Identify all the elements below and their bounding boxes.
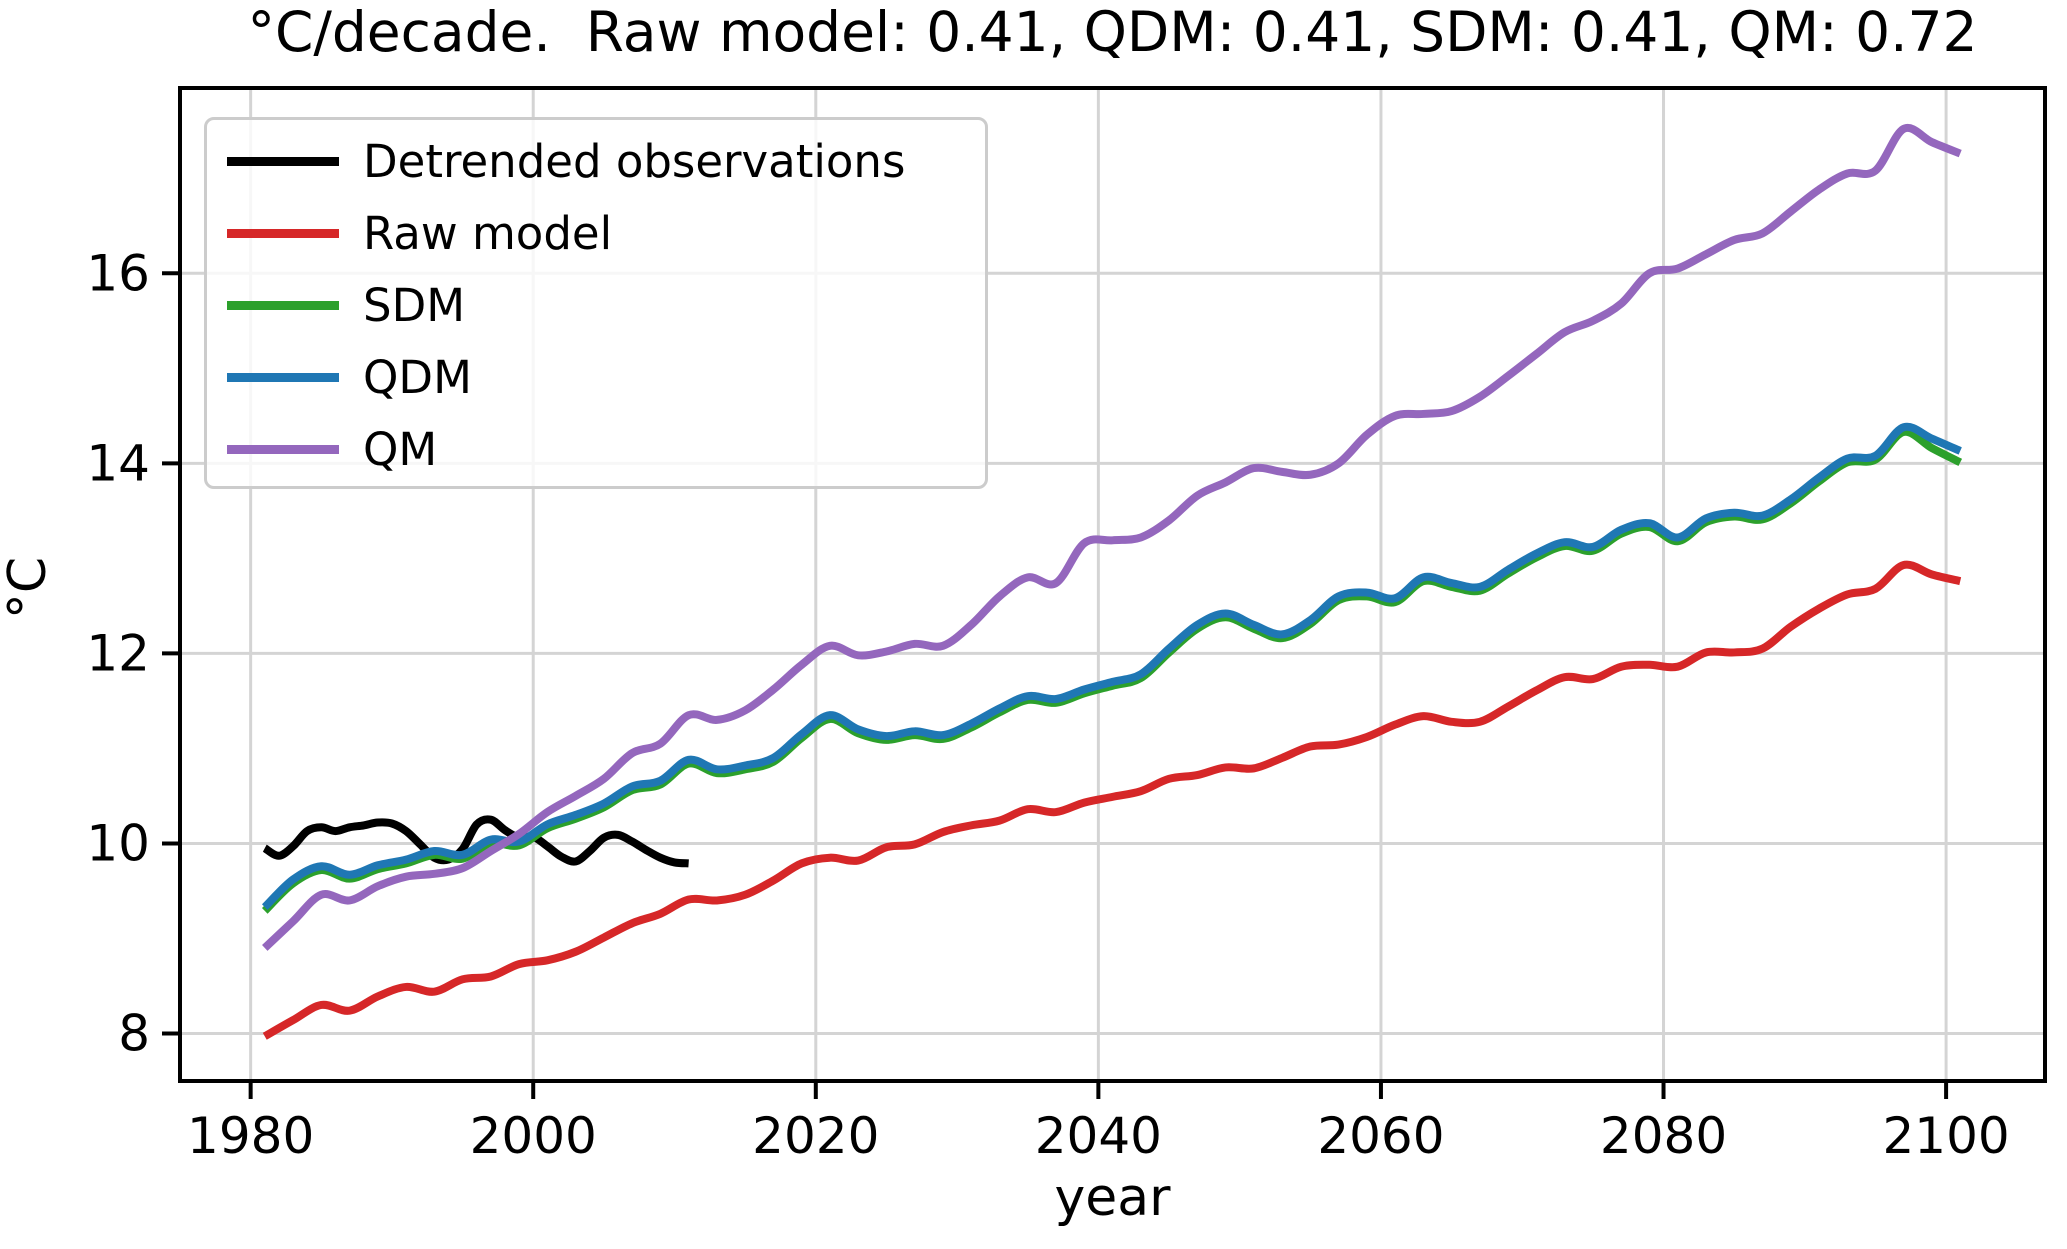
y-axis-label: °C [0, 556, 58, 620]
series-line-detrended-observations [262, 815, 689, 868]
legend-item-sdm: SDM [207, 269, 985, 341]
legend-label: SDM [363, 278, 466, 332]
chart-title: °C/decade. Raw model: 0.41, QDM: 0.41, S… [247, 0, 1978, 64]
y-tick-label: 10 [86, 814, 150, 872]
legend-label: Raw model [363, 206, 613, 260]
legend-line-swatch [227, 444, 339, 454]
legend-line-swatch [227, 156, 339, 166]
legend-label: Detrended observations [363, 134, 906, 188]
legend-item-qm: QM [207, 413, 985, 485]
axes-frame [178, 86, 2047, 1083]
legend-line-swatch [227, 372, 339, 382]
legend-line-swatch [227, 300, 339, 310]
x-tick-label: 2080 [1600, 1107, 1727, 1165]
legend-label: QDM [363, 350, 472, 404]
series-line-qm [262, 123, 1962, 951]
legend-item-raw-model: Raw model [207, 197, 985, 269]
x-tick-label: 2000 [470, 1107, 597, 1165]
series-line-qdm [261, 422, 1962, 910]
x-tick-label: 2100 [1882, 1107, 2009, 1165]
legend: Detrended observations Raw model SDM QDM QM [204, 117, 988, 489]
series-line-raw-model [262, 560, 1962, 1040]
x-tick-label: 1980 [187, 1107, 314, 1165]
legend-line-swatch [227, 228, 339, 238]
y-tick-label: 14 [86, 434, 150, 492]
y-tick-label: 16 [86, 244, 150, 302]
legend-item-qdm: QDM [207, 341, 985, 413]
legend-item-detrended-observations: Detrended observations [207, 125, 985, 197]
x-axis-label: year [1054, 1168, 1171, 1228]
y-tick-label: 8 [118, 1004, 150, 1062]
y-tick-label: 12 [86, 624, 150, 682]
legend-label: QM [363, 422, 438, 476]
x-tick-label: 2060 [1317, 1107, 1444, 1165]
x-tick-label: 2020 [752, 1107, 879, 1165]
x-tick-label: 2040 [1035, 1107, 1162, 1165]
